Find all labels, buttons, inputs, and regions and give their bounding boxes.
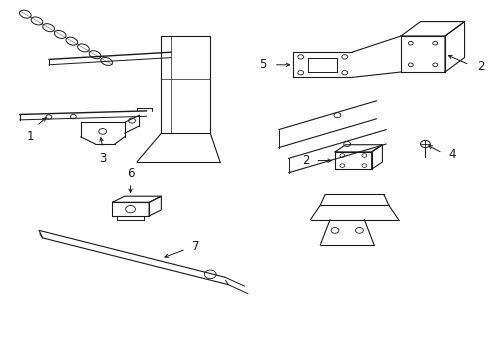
Text: 2: 2 [302,154,309,167]
Text: 4: 4 [447,148,455,161]
Text: 3: 3 [99,152,106,165]
Text: 7: 7 [191,240,199,253]
Text: 6: 6 [126,167,134,180]
Text: 5: 5 [259,58,266,71]
Text: 1: 1 [26,130,34,143]
Text: 2: 2 [476,60,483,73]
